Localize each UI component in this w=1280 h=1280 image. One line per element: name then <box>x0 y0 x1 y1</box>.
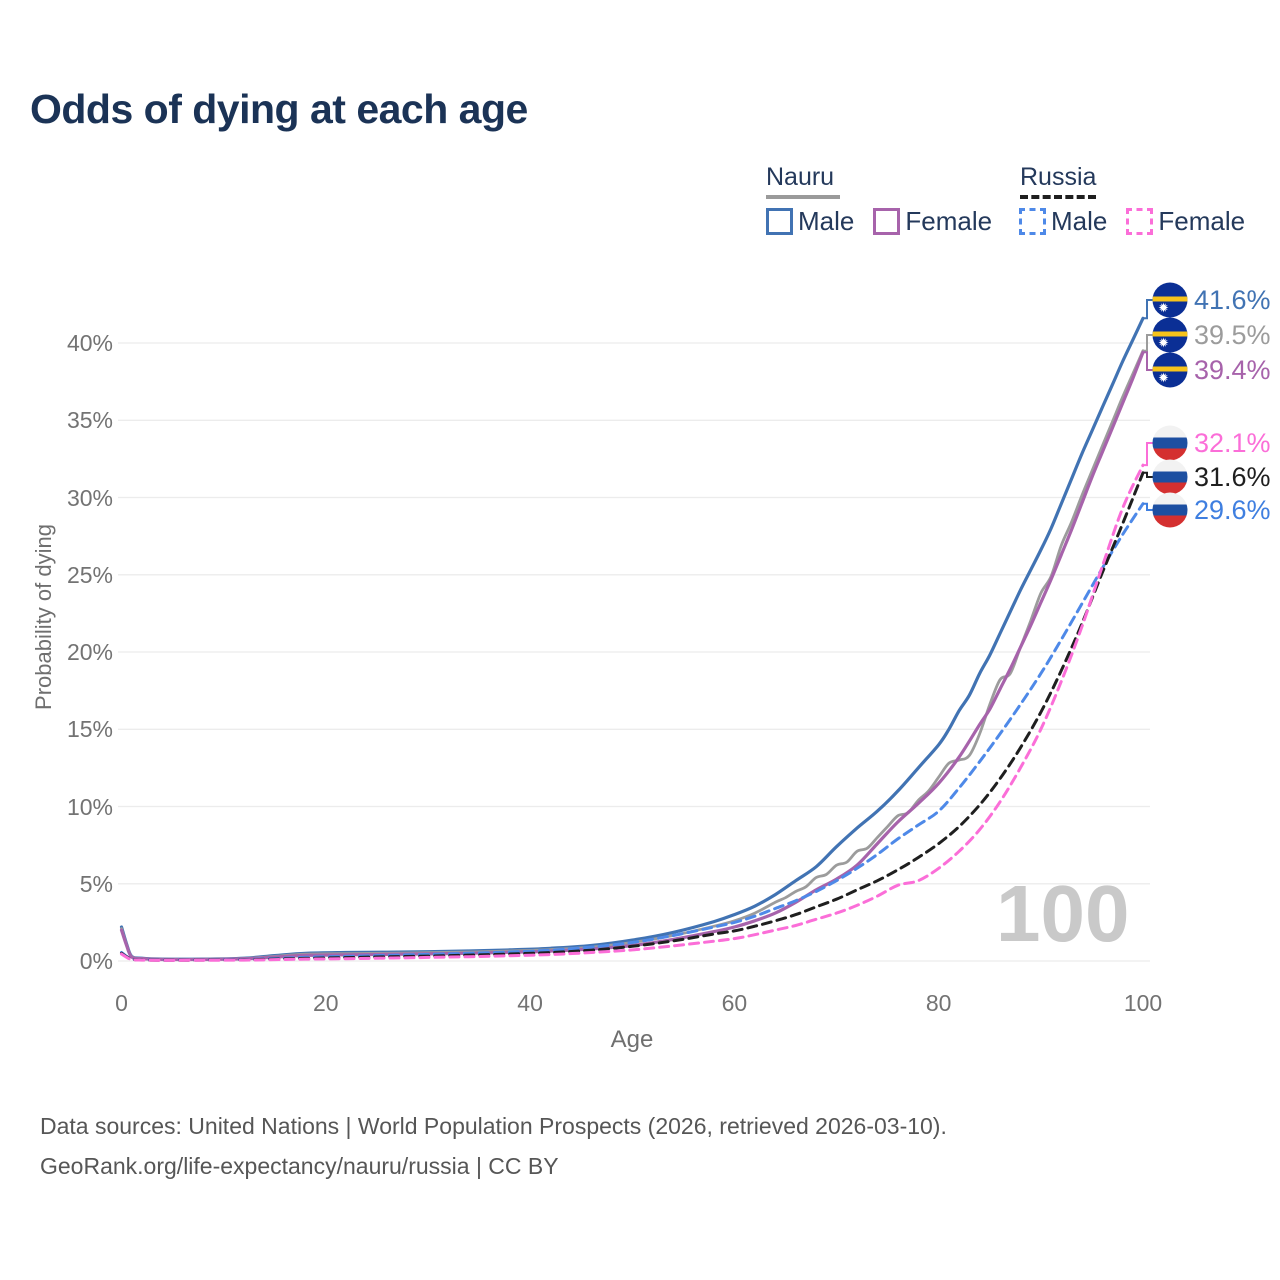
leader-line-nauru-male <box>1143 299 1153 320</box>
series-line-nauru-female[interactable] <box>119 350 1145 962</box>
footer: Data sources: United Nations | World Pop… <box>40 1106 947 1186</box>
footer-attribution: GeoRank.org/life-expectancy/nauru/russia… <box>40 1153 559 1179</box>
nauru-female-swatch-icon[interactable] <box>873 208 901 235</box>
russia-male-swatch-icon[interactable] <box>1019 208 1046 235</box>
legend-russia-male-label[interactable]: Male <box>1051 206 1108 236</box>
legend-row-nauru: Male Female <box>766 206 1011 237</box>
leader-line-russia-female <box>1143 442 1153 467</box>
series-line-russia-total[interactable] <box>120 471 1145 962</box>
legend-nauru-female-label[interactable]: Female <box>905 206 993 236</box>
leader-line-nauru-female <box>1143 351 1153 371</box>
legend-russia-title: Russia <box>1020 163 1097 191</box>
leader-line-russia-male <box>1143 502 1153 511</box>
legend-nauru-title: Nauru <box>766 163 835 191</box>
russia-female-swatch-icon[interactable] <box>1126 208 1154 235</box>
nauru-line-swatch <box>766 195 840 199</box>
legend-russia-female-label[interactable]: Female <box>1158 206 1246 236</box>
legend-nauru-male-label[interactable]: Male <box>798 206 855 236</box>
leader-line-russia-total <box>1143 471 1153 478</box>
legend-group-nauru: Nauru <box>766 163 840 199</box>
nauru-male-swatch-icon[interactable] <box>766 208 793 235</box>
leader-line-nauru-total <box>1143 334 1153 352</box>
footer-sources: Data sources: United Nations | World Pop… <box>40 1113 947 1139</box>
russia-line-swatch <box>1020 195 1096 199</box>
series-line-russia-female[interactable] <box>120 463 1145 962</box>
series-line-russia-male[interactable] <box>120 502 1145 962</box>
page-title: Odds of dying at each age <box>30 86 528 132</box>
legend-row-russia: Male Female <box>1019 206 1264 237</box>
series-line-nauru-male[interactable] <box>119 316 1145 961</box>
legend-group-russia: Russia <box>1020 163 1096 199</box>
